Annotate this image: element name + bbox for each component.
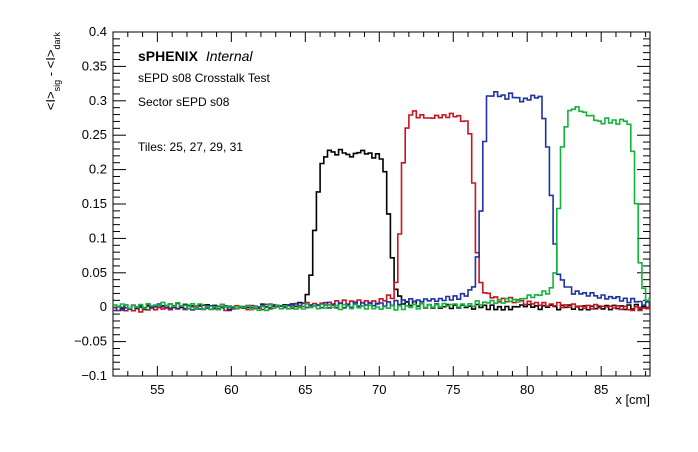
series-line-1 (113, 148, 651, 311)
series-layer (113, 91, 651, 313)
y-label-sub-2: dark (52, 32, 62, 50)
annotation-sector: Sector sEPD s08 (138, 95, 230, 109)
y-tick-label: −0.05 (74, 334, 107, 349)
y-label-part-1: <I> (43, 91, 58, 110)
x-tick-label: 55 (150, 382, 164, 397)
x-tick-label: 80 (520, 382, 534, 397)
ticks-layer: 0.4 0.35 0.3 0.25 0.2 0.15 0.1 0.05 0 −0.05 −0.1 55… (74, 24, 650, 397)
x-tick-label: 65 (298, 382, 312, 397)
x-tick-label: 75 (446, 382, 460, 397)
status-label: Internal (206, 48, 254, 64)
annotation-test-name: sEPD s08 Crosstalk Test (138, 71, 270, 85)
y-axis-label: <I>sig - <I>dark (43, 32, 62, 111)
y-tick-label: 0.3 (89, 93, 107, 108)
y-tick-label: −0.1 (81, 368, 107, 383)
series-line-3 (113, 91, 651, 312)
y-tick-label: 0.1 (89, 230, 107, 245)
y-tick-label: 0.2 (89, 162, 107, 177)
y-axis-label-group: <I>sig - <I>dark (43, 32, 62, 111)
header-annotation: sPHENIX Internal (138, 48, 253, 64)
y-tick-label: 0.35 (82, 58, 107, 73)
x-tick-label: 85 (594, 382, 608, 397)
series-line-4 (113, 106, 651, 312)
y-label-part-2: - <I> (43, 50, 58, 80)
y-tick-label: 0 (100, 299, 107, 314)
experiment-label: sPHENIX (138, 48, 199, 64)
x-tick-label: 60 (224, 382, 238, 397)
y-tick-label: 0.25 (82, 127, 107, 142)
y-tick-label: 0.4 (89, 24, 107, 39)
annotation-tiles: Tiles: 25, 27, 29, 31 (138, 140, 243, 154)
y-tick-label: 0.15 (82, 196, 107, 211)
y-tick-label: 0.05 (82, 265, 107, 280)
y-label-sub-1: sig (52, 80, 62, 92)
x-axis-label: x [cm] (615, 392, 650, 407)
x-tick-label: 70 (372, 382, 386, 397)
